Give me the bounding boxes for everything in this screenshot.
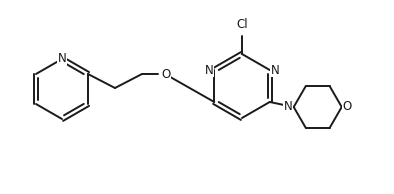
Text: Cl: Cl <box>236 18 248 31</box>
Text: O: O <box>161 68 170 81</box>
Text: N: N <box>204 63 213 76</box>
Text: N: N <box>58 53 66 66</box>
Text: N: N <box>284 100 293 113</box>
Text: O: O <box>343 100 352 113</box>
Text: N: N <box>271 63 279 76</box>
